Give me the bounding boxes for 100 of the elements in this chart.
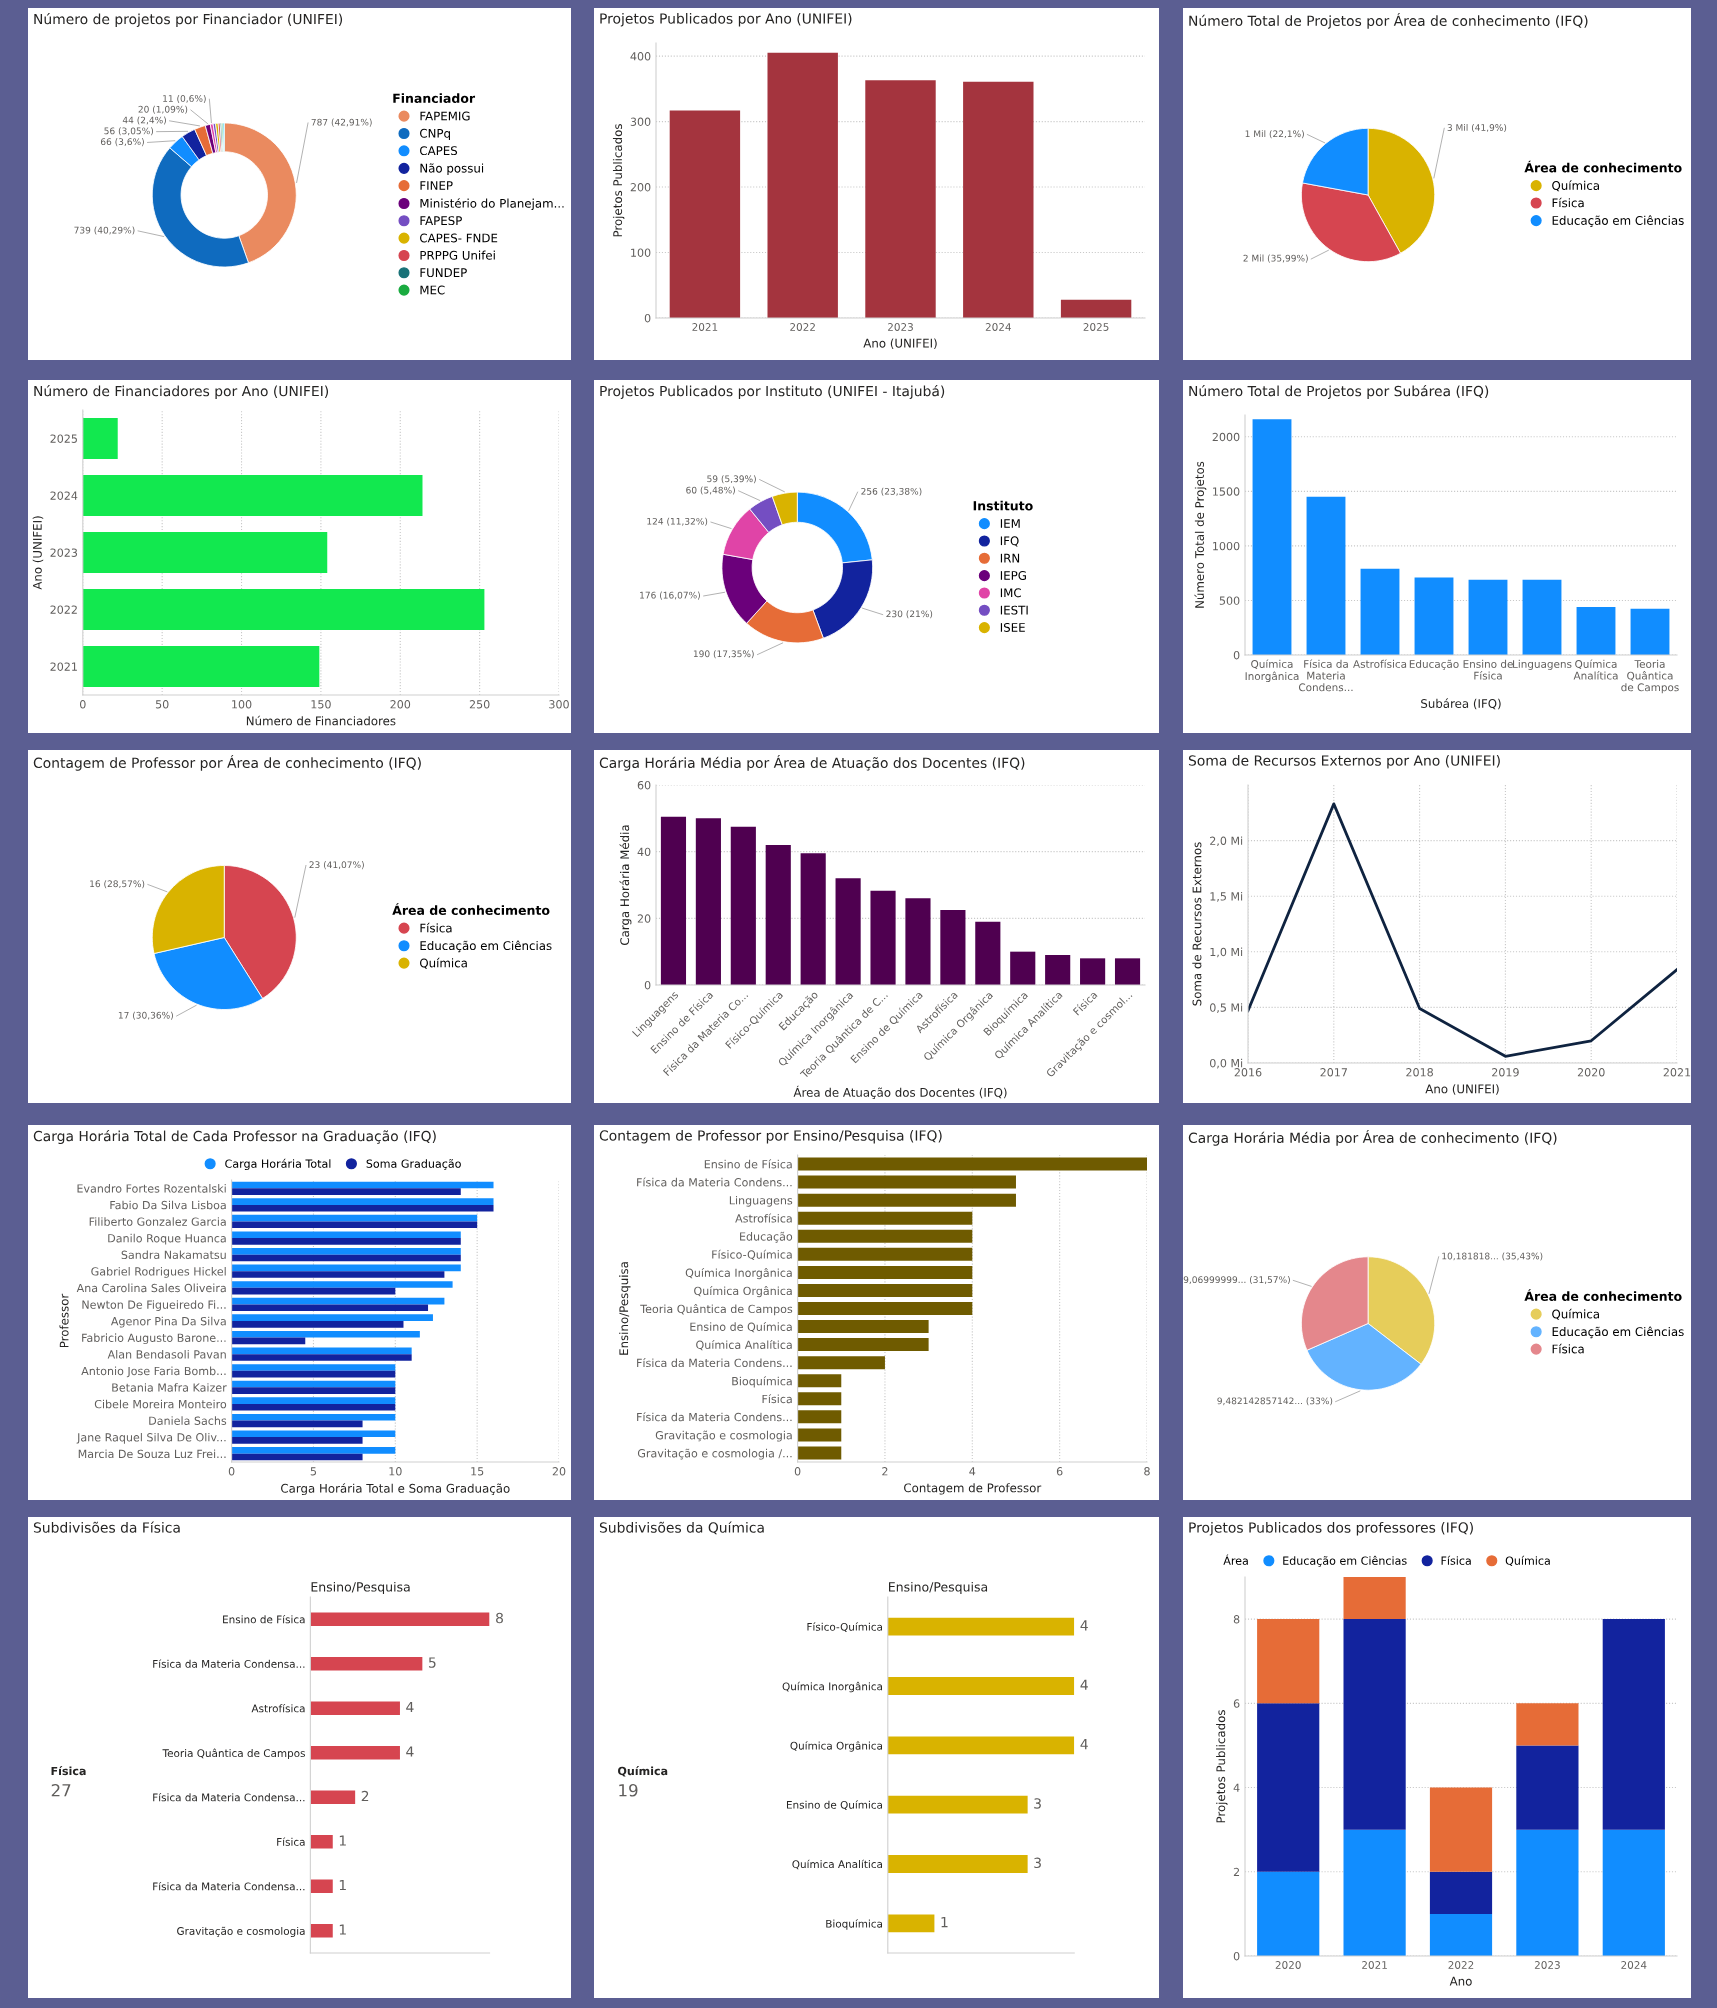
y-tick-label: Astrofísica xyxy=(735,1213,792,1223)
legend-label: Química xyxy=(1552,180,1599,192)
legend-title: Área xyxy=(1223,1554,1248,1565)
chart-title: Número de projetos por Financiador (UNIFEI) xyxy=(34,13,343,27)
data-label: 4 xyxy=(406,1746,414,1757)
legend-label: FINEP xyxy=(420,181,453,190)
y-tick-label: Gravitação e cosmologia /... xyxy=(637,1448,792,1460)
y-axis-title: Professor xyxy=(59,1293,69,1348)
chart-title: Carga Horária Média por Área de Atuação dos Docentes (IFQ) xyxy=(599,755,1025,771)
legend-label: Física xyxy=(1552,1343,1584,1354)
x-tick-label: 2024 xyxy=(985,323,1011,331)
y-tick-label: Teoria Quântica de Campos xyxy=(640,1304,793,1316)
data-label: 1 xyxy=(339,1924,346,1935)
y-tick-label: 2000 xyxy=(1212,432,1240,442)
legend-label: CAPES xyxy=(420,146,458,156)
y-tick-label: 1000 xyxy=(1213,541,1240,551)
text: 19 xyxy=(619,1783,638,1797)
y-tick-label: 2025 xyxy=(50,434,77,443)
y-tick-label: 100 xyxy=(631,248,651,257)
legend-label: IESTI xyxy=(1000,605,1028,615)
y-tick-label: Educação xyxy=(740,1231,793,1243)
y-tick-label: 1,5 Mi xyxy=(1210,891,1243,902)
y-tick-label: 2023 xyxy=(50,548,78,557)
y-tick-label: 0 xyxy=(1233,650,1240,660)
y-axis-title: Projetos Publicados xyxy=(612,124,625,237)
y-tick-label: Danilo Roque Huanca xyxy=(108,1233,226,1245)
chart-title: Número de Financiadores por Ano (UNIFEI) xyxy=(34,385,329,399)
legend-title: Área de conhecimento xyxy=(1524,160,1682,173)
y-tick-label: Física da Materia Condensa... xyxy=(153,1659,305,1668)
data-label: 5 xyxy=(428,1657,436,1668)
x-tick-label: Química Analítica xyxy=(1573,659,1618,680)
legend-label: Física xyxy=(1552,197,1584,208)
y-axis-title: Projetos Publicados xyxy=(1216,1710,1228,1823)
data-label: 124 (11,32%) xyxy=(647,517,708,526)
y-tick-label: Filiberto Gonzalez Garcia xyxy=(89,1217,226,1226)
y-tick-label: Ensino de Química xyxy=(690,1321,792,1333)
legend-label: IRN xyxy=(1000,553,1020,563)
legend-title: Área de conhecimento xyxy=(392,903,550,915)
legend-label: PRPPG Unifei xyxy=(420,250,495,260)
chart-title: Contagem de Professor por Área de conhecimento (IFQ) xyxy=(33,755,421,771)
legend-label: FUNDEP xyxy=(420,268,467,278)
legend-label: FAPESP xyxy=(420,216,462,226)
data-label: 4 xyxy=(406,1701,414,1713)
legend-label: IFQ xyxy=(1000,536,1019,547)
legend-label: Ministério do Planejam... xyxy=(420,198,564,211)
chart-title: Projetos Publicados dos professores (IFQ) xyxy=(1189,1522,1473,1536)
data-label: 739 (40,29%) xyxy=(74,226,135,235)
legend-label: IMC xyxy=(1000,588,1021,598)
y-axis-title: Ensino/Pesquisa xyxy=(619,1262,631,1355)
legend-title: Instituto xyxy=(973,500,1033,511)
legend-label: MEC xyxy=(420,285,445,295)
legend-label: IEPG xyxy=(1000,571,1026,580)
data-label: 176 (16,07%) xyxy=(640,591,700,600)
y-tick-label: Física da Materia Condensa... xyxy=(153,1792,305,1802)
y-tick-label: 0,0 Mi xyxy=(1210,1058,1243,1069)
y-tick-label: Fabio Da Silva Lisboa xyxy=(110,1200,226,1210)
x-tick-label: 2019 xyxy=(1492,1068,1519,1077)
data-label: 10,181818... (35,43%) xyxy=(1442,1252,1543,1261)
y-tick-label: Física da Materia Condens... xyxy=(637,1358,792,1368)
y-tick-label: Química Orgânica xyxy=(790,1741,882,1752)
x-tick-label: 150 xyxy=(311,700,331,709)
data-label: 3 xyxy=(1034,1798,1041,1809)
chart-title: Número Total de Projetos por Área de conhecimento (IFQ) xyxy=(1189,13,1588,29)
x-axis-title: Ensino/Pesquisa xyxy=(889,1581,988,1595)
legend-label: Carga Horária Total xyxy=(225,1158,331,1170)
data-label: 66 (3,6%) xyxy=(100,138,144,147)
y-tick-label: Gabriel Rodrigues Hickel xyxy=(91,1267,226,1278)
y-tick-label: Teoria Quântica de Campos xyxy=(162,1748,305,1760)
x-tick-label: 2022 xyxy=(1448,1961,1474,1969)
data-label: 2 xyxy=(361,1790,369,1802)
y-tick-label: Física da Materia Condens... xyxy=(637,1412,792,1422)
data-label: 9,06999999... (31,57%) xyxy=(1183,1276,1290,1285)
x-tick-label: 2018 xyxy=(1406,1068,1433,1077)
legend-label: Soma Graduação xyxy=(366,1159,461,1170)
chart-title: Carga Horária Total de Cada Professor na Graduação (IFQ) xyxy=(33,1130,436,1144)
x-tick-label: 2023 xyxy=(1534,1961,1560,1969)
y-tick-label: 400 xyxy=(630,52,651,61)
data-label: 190 (17,35%) xyxy=(693,650,754,659)
y-tick-label: Evandro Fortes Rozentalski xyxy=(77,1184,226,1193)
y-tick-label: Bioquímica xyxy=(732,1376,792,1388)
legend-label: IEM xyxy=(1000,519,1020,528)
y-tick-label: Física xyxy=(762,1394,792,1404)
x-tick-label: 15 xyxy=(471,1467,484,1476)
x-tick-label: 8 xyxy=(1144,1467,1150,1476)
x-tick-label: 10 xyxy=(389,1467,402,1476)
legend-label: Química xyxy=(1552,1308,1599,1320)
legend-label: Educação em Ciências xyxy=(1552,215,1684,228)
x-tick-label: 250 xyxy=(469,700,490,709)
y-tick-label: Cibele Moreira Monteiro xyxy=(94,1399,227,1409)
x-tick-label: Educação xyxy=(1409,659,1459,670)
y-tick-label: Química Orgânica xyxy=(694,1286,792,1298)
y-tick-label: Marcia De Souza Luz Frei... xyxy=(78,1449,226,1459)
legend-label: Educação em Ciências xyxy=(1283,1555,1407,1567)
data-label: 1 Mil (22,1%) xyxy=(1245,130,1304,139)
x-tick-label: 4 xyxy=(969,1467,976,1476)
text: 27 xyxy=(51,1783,71,1797)
y-tick-label: Newton De Figueiredo Fi... xyxy=(82,1300,226,1311)
x-tick-label: 6 xyxy=(1056,1467,1063,1476)
y-tick-label: 0 xyxy=(644,313,651,323)
data-label: 1 xyxy=(339,1879,346,1891)
